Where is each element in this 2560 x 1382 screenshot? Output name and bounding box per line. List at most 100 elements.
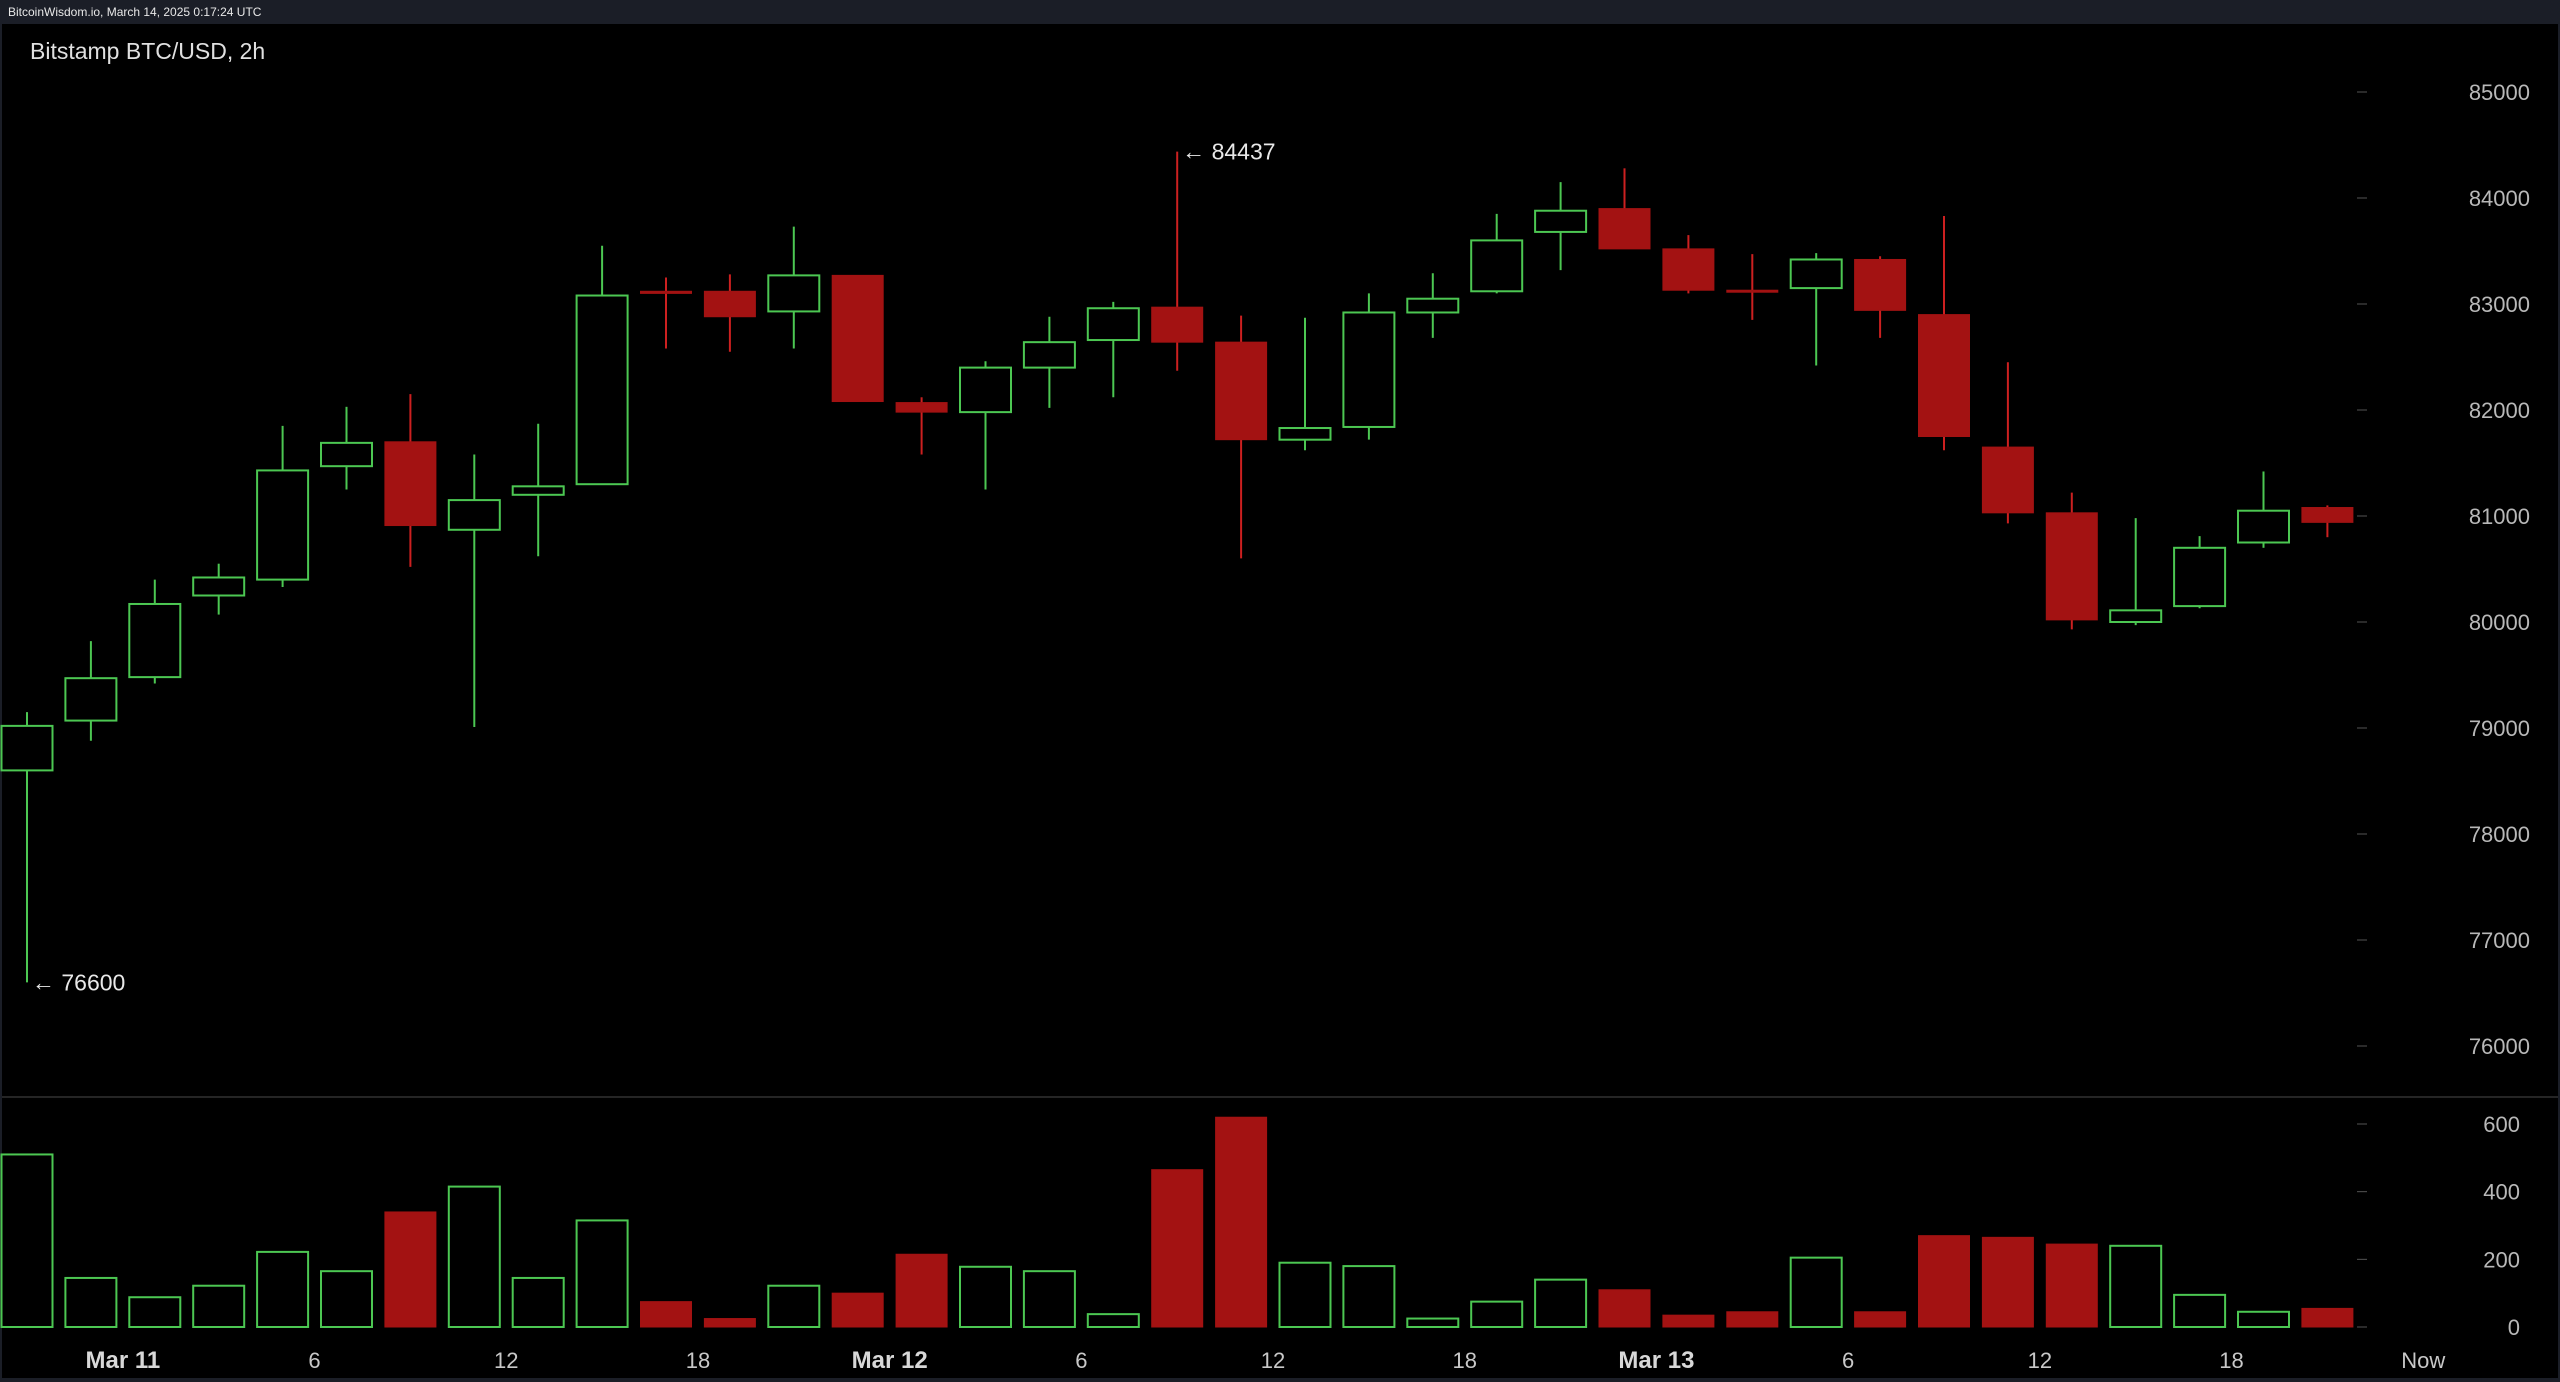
candle-body-up [1470,239,1524,293]
volume-bar-up [1086,1313,1140,1328]
candle-body-down [1598,208,1651,250]
volume-bar-down [1981,1236,2034,1328]
time-tick-label: Mar 11 [85,1347,160,1374]
candle-body-down [1662,248,1715,291]
volume-bar-up [320,1270,373,1329]
candle-body-up [511,485,565,496]
candle-body-up [256,469,310,581]
candle-body-down [1918,314,1970,438]
candle-body-up [1406,297,1460,314]
volume-bar-down [2301,1307,2354,1328]
candle-body-up [959,366,1012,414]
time-tick-label: 18 [2219,1348,2243,1373]
volume-bar-up [767,1284,821,1329]
candle-body-up [1342,311,1396,428]
price-tick-label: 82000 [2469,398,2530,423]
volume-bar-up [128,1296,182,1329]
volume-bar-down [1726,1311,1779,1328]
volume-bar-up [2237,1310,2290,1329]
price-tick-label: 79000 [2469,716,2530,741]
candle-body-down [2301,507,2354,523]
price-extreme-label: ← 84437 [1182,139,1275,165]
volume-tick-label: 400 [2483,1180,2520,1205]
time-tick-label: 6 [308,1348,320,1373]
volume-bar-up [192,1284,246,1329]
candle-body-up [2173,546,2227,608]
candle-body-up [320,441,373,468]
time-tick-label: 6 [1842,1348,1854,1373]
volume-bar-down [1662,1314,1715,1328]
volume-bar-up [1534,1278,1588,1328]
price-tick-label: 78000 [2469,822,2530,847]
candle-body-down [1726,289,1779,293]
volume-bar-up [2109,1244,2163,1329]
volume-bar-up [1342,1265,1396,1328]
candle-body-down [895,402,948,413]
volume-bar-down [1598,1289,1651,1328]
volume-bar-down [703,1318,756,1328]
candle-body-up [447,499,501,531]
candle-body-down [1215,341,1268,441]
volume-tick-label: 600 [2483,1112,2520,1137]
header-caption: BitcoinWisdom.io, March 14, 2025 0:17:24… [8,5,262,19]
volume-bar-up [256,1250,310,1329]
candle-body-down [640,290,692,294]
candle-body-up [0,724,54,772]
candle-body-up [575,294,629,486]
price-tick-label: 84000 [2469,186,2530,211]
window-header: BitcoinWisdom.io, March 14, 2025 0:17:24… [0,0,2560,24]
volume-bar-up [1789,1256,1843,1329]
candle-body-down [1151,306,1204,343]
time-tick-label: 12 [494,1348,518,1373]
volume-bar-down [2045,1243,2098,1328]
price-extreme-label: ← 76600 [32,969,125,995]
price-tick-label: 77000 [2469,928,2530,953]
price-tick-label: 83000 [2469,292,2530,317]
volume-bar-down [1918,1235,1970,1328]
volume-bar-up [447,1185,501,1329]
chart-title: Bitstamp BTC/USD, 2h [30,38,266,64]
price-tick-label: 85000 [2469,80,2530,105]
candle-body-up [192,576,246,597]
volume-bar-up [1406,1317,1460,1328]
volume-bar-down [384,1211,437,1328]
volume-bar-up [2173,1293,2227,1328]
time-tick-label: Mar 12 [852,1347,928,1374]
candle-body-up [2109,609,2163,624]
candle-body-down [703,290,756,318]
price-tick-label: 76000 [2469,1034,2530,1059]
time-tick-label: Now [2401,1348,2445,1373]
volume-bar-up [1278,1261,1332,1329]
volume-bar-up [64,1276,118,1328]
candle-body-down [384,441,437,527]
volume-bar-down [831,1292,884,1328]
volume-bar-up [959,1265,1012,1328]
time-tick-label: Mar 13 [1618,1347,1694,1374]
candle-body-down [1981,446,2034,514]
candle-body-up [1278,427,1332,441]
chart-panel [2,24,2558,1378]
volume-tick-label: 200 [2483,1247,2520,1272]
volume-bar-up [1022,1270,1076,1329]
candle-body-up [1789,258,1843,290]
volume-bar-down [895,1253,948,1328]
time-tick-label: 12 [2028,1348,2052,1373]
candle-body-down [831,274,884,403]
candle-body-up [128,602,182,679]
price-tick-label: 81000 [2469,504,2530,529]
volume-bar-up [511,1276,565,1328]
candle-body-down [2045,512,2098,621]
candle-body-up [1086,307,1140,342]
volume-bar-down [1854,1311,1907,1328]
time-tick-label: 18 [1453,1348,1477,1373]
candle-body-up [2237,509,2290,544]
volume-tick-label: 0 [2508,1315,2520,1340]
price-tick-label: 80000 [2469,610,2530,635]
time-tick-label: 18 [686,1348,710,1373]
volume-bar-up [0,1153,54,1328]
time-tick-label: 6 [1075,1348,1087,1373]
volume-bar-down [1215,1116,1268,1328]
candle-body-up [1534,209,1588,233]
candle-body-up [767,274,821,313]
